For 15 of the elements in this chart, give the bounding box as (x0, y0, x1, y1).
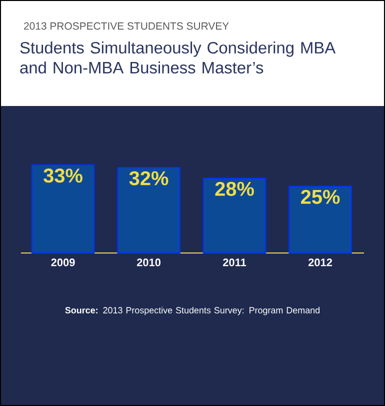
bar (288, 186, 352, 254)
bar (31, 164, 95, 254)
data-label: 32% (129, 171, 168, 186)
bar (202, 178, 266, 254)
x-tick-label: 2010 (136, 258, 160, 266)
data-label: 25% (301, 190, 340, 204)
text: Source: 2013 Prospective Students Survey: Program Demand (65, 306, 320, 316)
data-label: 28% (215, 182, 254, 196)
x-tick-label: 2011 (223, 258, 246, 266)
chart-title: Students Simultaneously Considering MBA and Non-MBA Business Master’s (20, 42, 336, 74)
x-tick-label: 2009 (51, 258, 75, 266)
bar (117, 167, 180, 254)
chart-subtitle: 2013 PROSPECTIVE STUDENTS SURVEY (24, 22, 229, 30)
data-label: 33% (44, 168, 82, 183)
x-tick-label: 2012 (308, 258, 332, 266)
